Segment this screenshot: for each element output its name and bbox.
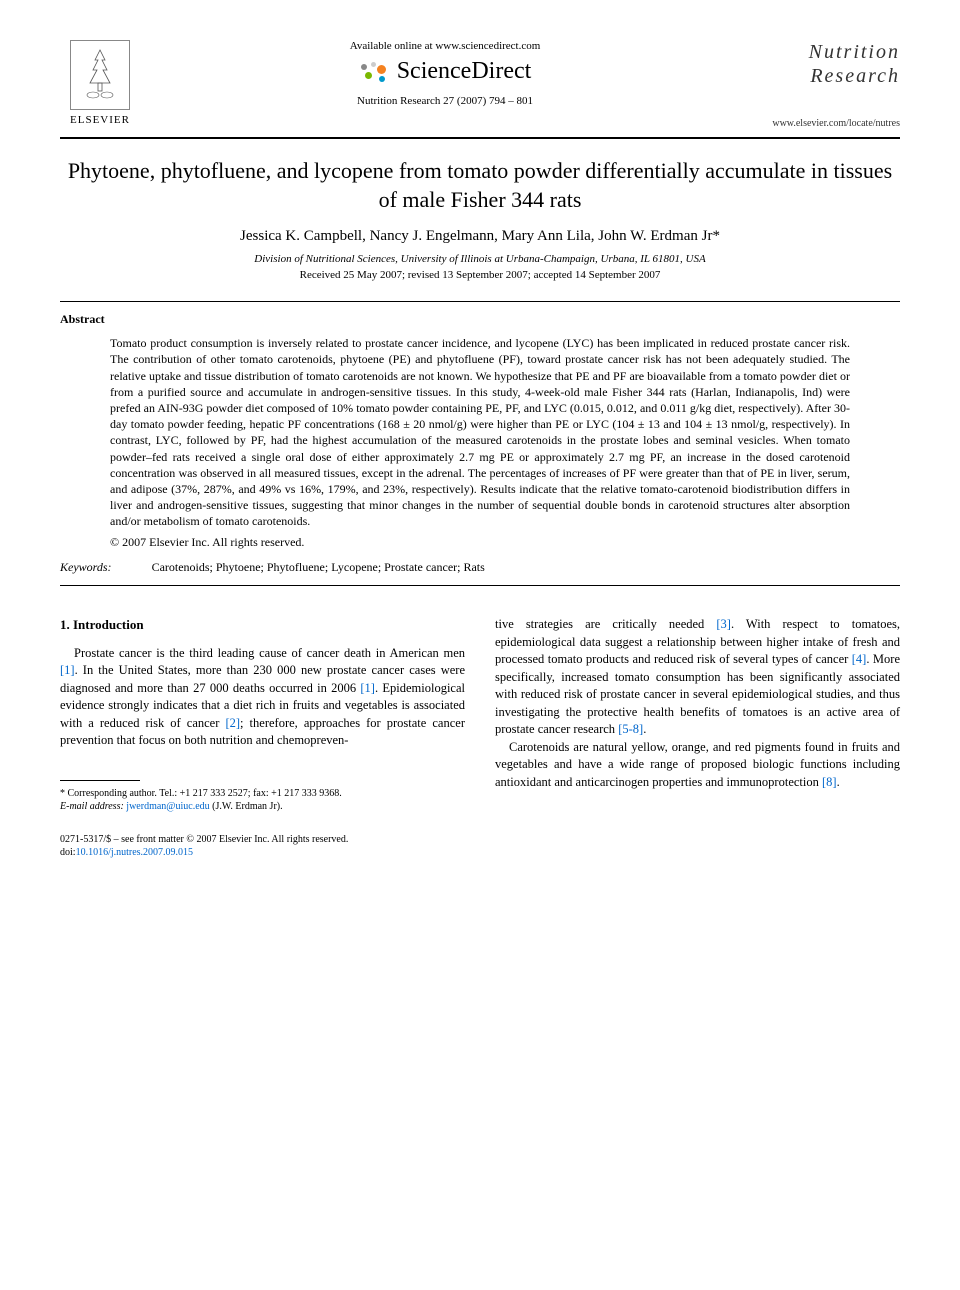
keywords-label: Keywords: — [60, 560, 112, 575]
keywords-row: Keywords: Carotenoids; Phytoene; Phytofl… — [60, 560, 900, 575]
sciencedirect-text: ScienceDirect — [397, 58, 532, 85]
footnote-separator — [60, 780, 140, 781]
abstract-label: Abstract — [60, 312, 900, 327]
elsevier-tree-icon — [70, 40, 130, 110]
intro-para-1: Prostate cancer is the third leading cau… — [60, 645, 465, 750]
doi-prefix: doi: — [60, 847, 76, 858]
ref-link-8[interactable]: [8] — [822, 775, 837, 789]
abstract-copyright: © 2007 Elsevier Inc. All rights reserved… — [60, 535, 900, 550]
available-online-text: Available online at www.sciencedirect.co… — [140, 40, 750, 52]
text-fragment: tive strategies are critically needed — [495, 617, 716, 631]
journal-url: www.elsevier.com/locate/nutres — [750, 118, 900, 129]
footer-meta: 0271-5317/$ – see front matter © 2007 El… — [60, 833, 900, 859]
section-1-heading: 1. Introduction — [60, 616, 465, 634]
email-link[interactable]: jwerdman@uiuc.edu — [126, 801, 209, 812]
header-row: ELSEVIER Available online at www.science… — [60, 40, 900, 129]
ref-link-1b[interactable]: [1] — [360, 681, 375, 695]
ref-link-4[interactable]: [4] — [852, 652, 867, 666]
ref-link-5-8[interactable]: [5-8] — [618, 722, 643, 736]
elsevier-logo-block: ELSEVIER — [60, 40, 140, 126]
text-fragment: Prostate cancer is the third leading cau… — [74, 646, 465, 660]
email-suffix: (J.W. Erdman Jr). — [210, 801, 283, 812]
text-fragment: . — [643, 722, 646, 736]
intro-para-1-cont: tive strategies are critically needed [3… — [495, 616, 900, 739]
journal-block: Nutrition Research www.elsevier.com/loca… — [750, 40, 900, 129]
sciencedirect-dots-icon — [359, 62, 389, 82]
ref-link-1a[interactable]: [1] — [60, 663, 75, 677]
issn-line: 0271-5317/$ – see front matter © 2007 El… — [60, 833, 900, 846]
citation-line: Nutrition Research 27 (2007) 794 – 801 — [140, 95, 750, 107]
divider-below-keywords — [60, 585, 900, 586]
received-dates: Received 25 May 2007; revised 13 Septemb… — [60, 269, 900, 281]
elsevier-tree-svg — [75, 45, 125, 105]
email-line: E-mail address: jwerdman@uiuc.edu (J.W. … — [60, 800, 465, 813]
center-header: Available online at www.sciencedirect.co… — [140, 40, 750, 107]
elsevier-label: ELSEVIER — [70, 114, 130, 126]
doi-link[interactable]: 10.1016/j.nutres.2007.09.015 — [76, 847, 194, 858]
body-columns: 1. Introduction Prostate cancer is the t… — [60, 616, 900, 812]
corresponding-author-note: * Corresponding author. Tel.: +1 217 333… — [60, 787, 465, 800]
keywords-text: Carotenoids; Phytoene; Phytofluene; Lyco… — [152, 560, 485, 575]
affiliation: Division of Nutritional Sciences, Univer… — [60, 253, 900, 265]
journal-name: Nutrition Research — [750, 40, 900, 88]
email-label: E-mail address: — [60, 801, 126, 812]
column-right: tive strategies are critically needed [3… — [495, 616, 900, 812]
journal-name-line2: Research — [810, 65, 900, 87]
divider-above-abstract — [60, 301, 900, 302]
doi-line: doi:10.1016/j.nutres.2007.09.015 — [60, 846, 900, 859]
column-left: 1. Introduction Prostate cancer is the t… — [60, 616, 465, 812]
ref-link-3[interactable]: [3] — [716, 617, 731, 631]
ref-link-2[interactable]: [2] — [225, 716, 240, 730]
journal-name-line1: Nutrition — [809, 41, 900, 63]
article-title: Phytoene, phytofluene, and lycopene from… — [60, 157, 900, 214]
intro-para-2: Carotenoids are natural yellow, orange, … — [495, 739, 900, 792]
text-fragment: . — [837, 775, 840, 789]
divider-top — [60, 137, 900, 139]
abstract-body: Tomato product consumption is inversely … — [60, 335, 900, 529]
sciencedirect-logo: ScienceDirect — [140, 58, 750, 85]
authors-line: Jessica K. Campbell, Nancy J. Engelmann,… — [60, 228, 900, 245]
